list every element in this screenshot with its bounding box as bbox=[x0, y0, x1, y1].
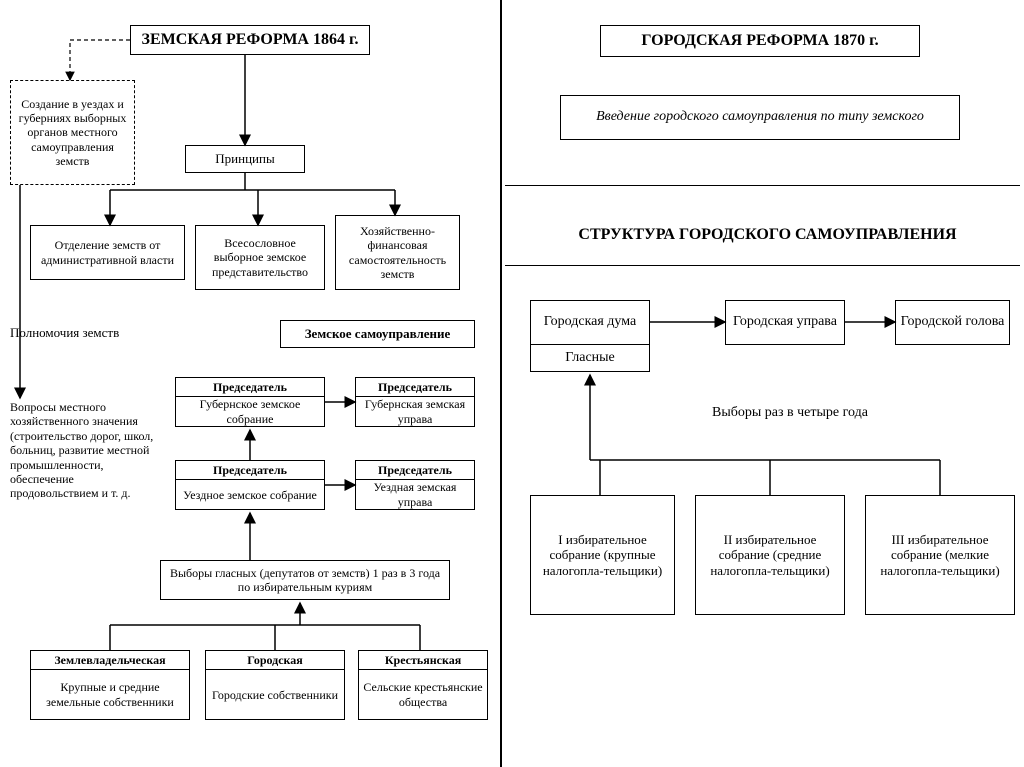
p2-text: Всесословное выборное земское представит… bbox=[200, 236, 320, 279]
p3-text: Хозяйственно-финансовая самостоятельност… bbox=[340, 224, 455, 282]
left-title-box: ЗЕМСКАЯ РЕФОРМА 1864 г. bbox=[130, 25, 370, 55]
principles-label: Принципы bbox=[215, 151, 274, 167]
glasnye-text: Гласные bbox=[531, 345, 649, 371]
right-rule-top bbox=[505, 185, 1020, 186]
sobranie-3: III избирательное собрание (мелкие налог… bbox=[865, 495, 1015, 615]
principles-box: Принципы bbox=[185, 145, 305, 173]
right-title-box: ГОРОДСКАЯ РЕФОРМА 1870 г. bbox=[600, 25, 920, 57]
creation-box: Создание в уездах и губерниях выборных о… bbox=[10, 80, 135, 185]
gub-sobranie-box: Председатель Губернское земское собрание bbox=[175, 377, 325, 427]
right-subtitle: Введение городского самоуправления по ти… bbox=[596, 109, 924, 126]
powers-text: Вопросы местного хозяйственного значения… bbox=[10, 400, 160, 501]
uezd-uprava-hdr: Председатель bbox=[356, 461, 474, 480]
s2-text: II избирательное собрание (средние налог… bbox=[700, 532, 840, 579]
elections-box: Выборы гласных (депутатов от земств) 1 р… bbox=[160, 560, 450, 600]
gub-uprava-box: Председатель Губернская земская управа bbox=[355, 377, 475, 427]
powers-label: Полномочия земств bbox=[10, 325, 130, 341]
gub-sobranie-hdr: Председатель bbox=[176, 378, 324, 397]
kuria-2-body: Городские собственники bbox=[208, 670, 342, 719]
duma-text: Городская дума bbox=[531, 301, 649, 345]
sobranie-1: I избирательное собрание (крупные налого… bbox=[530, 495, 675, 615]
kuria-1-body: Крупные и средние земельные собственники bbox=[31, 670, 189, 719]
uezd-sobranie-hdr: Председатель bbox=[176, 461, 324, 480]
kuria-3-hdr: Крестьянская bbox=[359, 651, 487, 670]
right-rule-bottom bbox=[505, 265, 1020, 266]
s3-text: III избирательное собрание (мелкие налог… bbox=[870, 532, 1010, 579]
gub-sobranie-body: Губернское земское собрание bbox=[176, 397, 324, 426]
uprava-text: Городская управа bbox=[733, 314, 837, 331]
s1-text: I избирательное собрание (крупные налого… bbox=[535, 532, 670, 579]
uezd-uprava-body: Уездная земская управа bbox=[356, 480, 474, 509]
uezd-sobranie-body: Уездное земское собрание bbox=[183, 480, 317, 509]
right-title: ГОРОДСКАЯ РЕФОРМА 1870 г. bbox=[641, 31, 878, 50]
sobranie-2: II избирательное собрание (средние налог… bbox=[695, 495, 845, 615]
kuria-3-body: Сельские крестьянские общества bbox=[359, 670, 487, 719]
kuria-3: Крестьянская Сельские крестьянские общес… bbox=[358, 650, 488, 720]
panel-divider bbox=[500, 0, 502, 767]
creation-text: Создание в уездах и губерниях выборных о… bbox=[15, 97, 130, 169]
self-gov-box: Земское самоуправление bbox=[280, 320, 475, 348]
principle-2: Всесословное выборное земское представит… bbox=[195, 225, 325, 290]
kuria-2: Городская Городские собственники bbox=[205, 650, 345, 720]
principle-1: Отделение земств от административной вла… bbox=[30, 225, 185, 280]
struct-title: СТРУКТУРА ГОРОДСКОГО САМОУПРАВЛЕНИЯ bbox=[520, 225, 1015, 244]
uezd-sobranie-box: Председатель Уездное земское собрание bbox=[175, 460, 325, 510]
gub-uprava-body: Губернская земская управа bbox=[356, 397, 474, 426]
gub-uprava-hdr: Председатель bbox=[356, 378, 474, 397]
elect-note: Выборы раз в четыре года bbox=[700, 405, 880, 422]
right-subtitle-box: Введение городского самоуправления по ти… bbox=[560, 95, 960, 140]
golova-text: Городской голова bbox=[901, 314, 1005, 331]
self-gov-text: Земское самоуправление bbox=[305, 326, 451, 342]
p1-text: Отделение земств от административной вла… bbox=[35, 238, 180, 267]
principle-3: Хозяйственно-финансовая самостоятельност… bbox=[335, 215, 460, 290]
golova-box: Городской голова bbox=[895, 300, 1010, 345]
uezd-uprava-box: Председатель Уездная земская управа bbox=[355, 460, 475, 510]
uprava-box: Городская управа bbox=[725, 300, 845, 345]
elections-text: Выборы гласных (депутатов от земств) 1 р… bbox=[165, 566, 445, 595]
duma-box: Городская дума Гласные bbox=[530, 300, 650, 372]
left-title: ЗЕМСКАЯ РЕФОРМА 1864 г. bbox=[142, 30, 359, 49]
kuria-2-hdr: Городская bbox=[206, 651, 344, 670]
kuria-1-hdr: Землевладельческая bbox=[31, 651, 189, 670]
kuria-1: Землевладельческая Крупные и средние зем… bbox=[30, 650, 190, 720]
diagram-canvas: ЗЕМСКАЯ РЕФОРМА 1864 г. Создание в уезда… bbox=[0, 0, 1024, 767]
